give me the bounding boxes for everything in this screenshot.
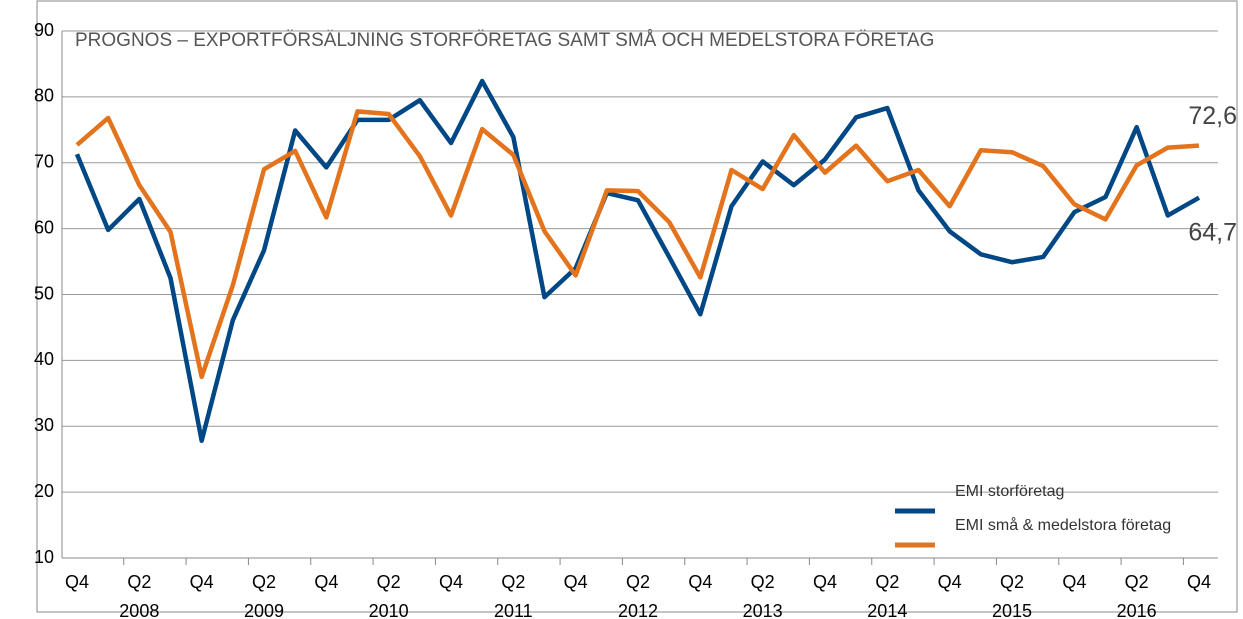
x-tick-label: Q2 xyxy=(377,572,401,592)
y-tick-label: 40 xyxy=(34,349,54,369)
year-label: 2013 xyxy=(743,601,783,619)
x-tick-label: Q2 xyxy=(626,572,650,592)
year-label: 2009 xyxy=(244,601,284,619)
y-tick-label: 30 xyxy=(34,415,54,435)
x-tick-label: Q4 xyxy=(65,572,89,592)
data-label: 64,7 xyxy=(1188,218,1237,246)
x-tick-label: Q4 xyxy=(938,572,962,592)
year-label: 2008 xyxy=(119,601,159,619)
x-tick-label: Q4 xyxy=(1187,572,1211,592)
x-tick-label: Q2 xyxy=(501,572,525,592)
x-tick-label: Q4 xyxy=(439,572,463,592)
year-label: 2012 xyxy=(618,601,658,619)
year-label: 2016 xyxy=(1117,601,1157,619)
x-tick-label: Q4 xyxy=(813,572,837,592)
y-tick-label: 90 xyxy=(34,20,54,40)
chart-frame xyxy=(36,0,1238,613)
y-tick-label: 60 xyxy=(34,217,54,237)
y-tick-label: 10 xyxy=(34,547,54,567)
x-tick-label: Q4 xyxy=(564,572,588,592)
year-label: 2014 xyxy=(867,601,907,619)
year-label: 2010 xyxy=(369,601,409,619)
x-tick-label: Q2 xyxy=(1125,572,1149,592)
legend-label: EMI storföretag xyxy=(955,483,1064,500)
x-tick-label: Q4 xyxy=(688,572,712,592)
x-tick-label: Q2 xyxy=(751,572,775,592)
y-tick-label: 70 xyxy=(34,152,54,172)
legend-label: EMI små & medelstora företag xyxy=(955,516,1171,534)
chart-title: PROGNOS – EXPORTFÖRSÄLJNING STORFÖRETAG … xyxy=(75,30,934,51)
data-label: 72,6 xyxy=(1188,102,1237,130)
year-label: 2015 xyxy=(992,601,1032,619)
x-tick-label: Q2 xyxy=(127,572,151,592)
x-tick-label: Q2 xyxy=(875,572,899,592)
y-tick-label: 50 xyxy=(34,283,54,303)
x-tick-label: Q2 xyxy=(1000,572,1024,592)
y-tick-label: 80 xyxy=(34,86,54,106)
y-tick-label: 20 xyxy=(34,481,54,501)
x-tick-label: Q4 xyxy=(314,572,338,592)
x-tick-label: Q4 xyxy=(1062,572,1086,592)
series-line xyxy=(74,78,1201,443)
x-tick-label: Q2 xyxy=(252,572,276,592)
series-line xyxy=(75,109,1200,380)
x-tick-label: Q4 xyxy=(190,572,214,592)
year-label: 2011 xyxy=(494,601,533,619)
